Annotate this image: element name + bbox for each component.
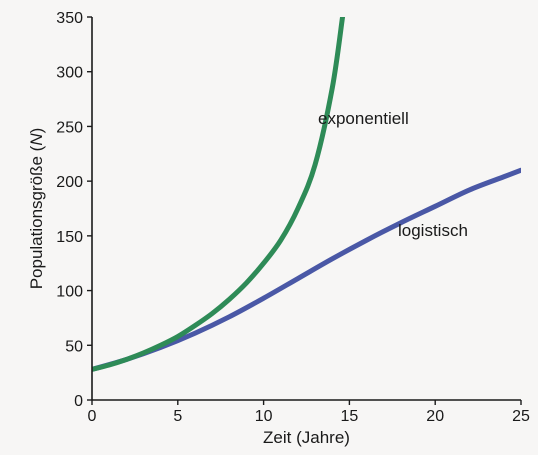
- y-axis-title-symbol: N: [27, 133, 46, 146]
- y-tick-label-100: 100: [56, 284, 83, 301]
- series-line-logistisch: [92, 167, 521, 372]
- y-tick-label-0: 0: [74, 393, 83, 410]
- curves-layer: [92, 17, 521, 372]
- y-tick-label-150: 150: [56, 229, 83, 246]
- labels-layer: Zeit (Jahre) Populationsgröße (N) exponent…: [27, 109, 468, 447]
- x-tick-label-10: 10: [255, 408, 273, 425]
- x-tick-label-15: 15: [341, 408, 359, 425]
- axes-layer: 0 50 100 150 200 250 300 350 0 5 10 15 20 25: [56, 10, 530, 425]
- y-tick-label-350: 350: [56, 10, 83, 27]
- x-tick-label-0: 0: [88, 408, 97, 425]
- x-tick-label-25: 25: [512, 408, 530, 425]
- y-tick-label-50: 50: [65, 338, 83, 355]
- y-tick-label-200: 200: [56, 174, 83, 191]
- x-axis-title: Zeit (Jahre): [263, 428, 350, 447]
- x-tick-label-20: 20: [426, 408, 444, 425]
- y-axis-title-part: ): [27, 128, 46, 134]
- y-axis-title: Populationsgröße (N): [27, 128, 46, 290]
- series-label-logistisch: logistisch: [398, 221, 468, 240]
- y-tick-label-300: 300: [56, 65, 83, 82]
- y-tick-label-250: 250: [56, 119, 83, 136]
- series-label-exponentiell: exponentiell: [318, 109, 409, 128]
- y-axis-title-part: Populationsgröße (: [27, 145, 46, 289]
- series-line-exponentiell: [92, 17, 346, 372]
- x-tick-label-5: 5: [173, 408, 182, 425]
